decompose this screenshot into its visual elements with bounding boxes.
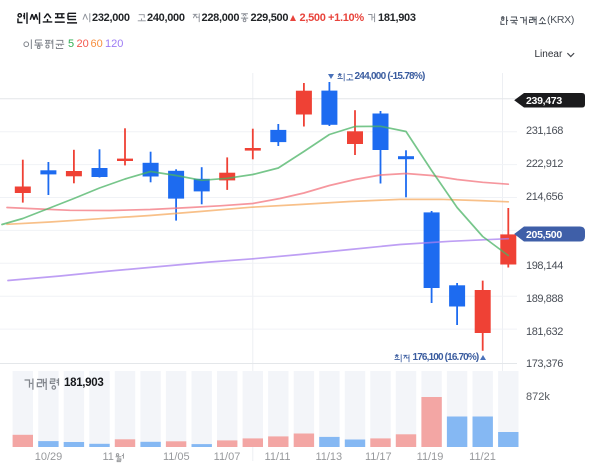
svg-text:205,500: 205,500 [526, 229, 562, 241]
svg-text:239,473: 239,473 [526, 95, 562, 107]
